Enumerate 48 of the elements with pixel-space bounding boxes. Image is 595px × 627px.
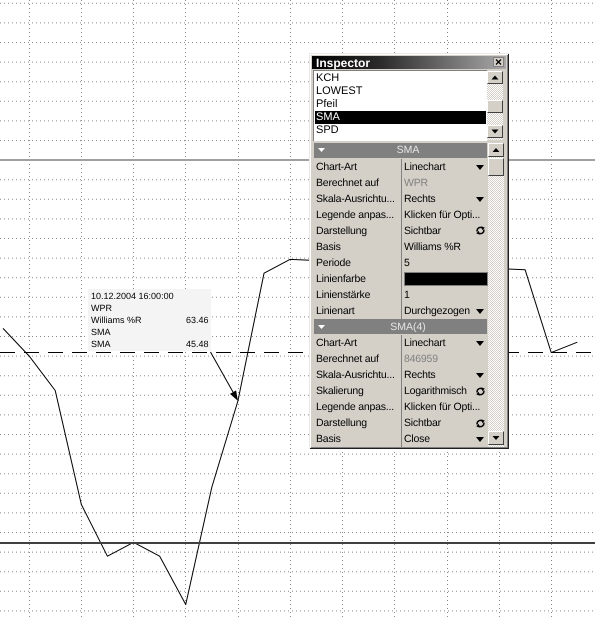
annotation: Periode — [316, 256, 351, 269]
text: Legende anpas... — [316, 208, 394, 221]
text: WPR — [404, 176, 428, 189]
text: Linechart — [404, 160, 446, 173]
annotation: SMA(4) — [390, 320, 426, 333]
annotation: Darstellung — [316, 417, 367, 430]
annotation: Rechts — [404, 369, 436, 382]
annotation: SMA — [91, 338, 111, 349]
text: Skala-Ausrichtu... — [316, 192, 395, 205]
annotation: Linienfarbe — [316, 272, 366, 285]
annotation: Basis — [316, 433, 341, 446]
text: Sichtbar — [404, 224, 441, 237]
text: Darstellung — [316, 224, 367, 237]
chart-title: Inspector — [316, 56, 370, 70]
annotation: 45.48 — [186, 338, 208, 349]
text: KCH — [316, 72, 340, 84]
annotation: Klicken für Opti... — [404, 401, 480, 414]
text: Basis — [316, 240, 341, 253]
annotation: Skalierung — [316, 385, 364, 398]
annotation: 1 — [404, 288, 410, 301]
annotation: 846959 — [404, 353, 438, 366]
annotation: 10.12.2004 16:00:00 — [91, 290, 174, 301]
text: Rechts — [404, 192, 436, 205]
text: SMA — [316, 110, 340, 122]
text: Chart-Art — [316, 160, 357, 173]
text: SMA — [396, 144, 420, 156]
text: SPD — [316, 124, 339, 136]
annotation: Williams %R — [91, 314, 142, 325]
annotation: Sichtbar — [404, 417, 441, 430]
annotation: WPR — [91, 302, 112, 313]
text: LOWEST — [316, 84, 362, 96]
annotation: Skala-Ausrichtu... — [316, 369, 395, 382]
annotation: 63.46 — [186, 314, 208, 325]
annotation: Linienstärke — [316, 288, 370, 301]
annotation: Linienart — [316, 305, 354, 317]
annotation: Berechnet auf — [316, 353, 379, 366]
annotation: Legende anpas... — [316, 401, 394, 414]
text: Klicken für Opti... — [404, 208, 480, 221]
annotation: Chart-Art — [316, 337, 357, 350]
annotation: SMA — [91, 326, 111, 337]
annotation: 5 — [404, 256, 410, 269]
text: Berechnet auf — [316, 176, 379, 189]
text: Williams %R — [404, 240, 461, 253]
annotation: Logarithmisch — [404, 385, 467, 398]
text: Pfeil — [316, 98, 338, 110]
annotation: Durchgezogen — [404, 305, 470, 317]
annotation: Close — [404, 433, 430, 446]
annotation: Linechart — [404, 337, 446, 350]
